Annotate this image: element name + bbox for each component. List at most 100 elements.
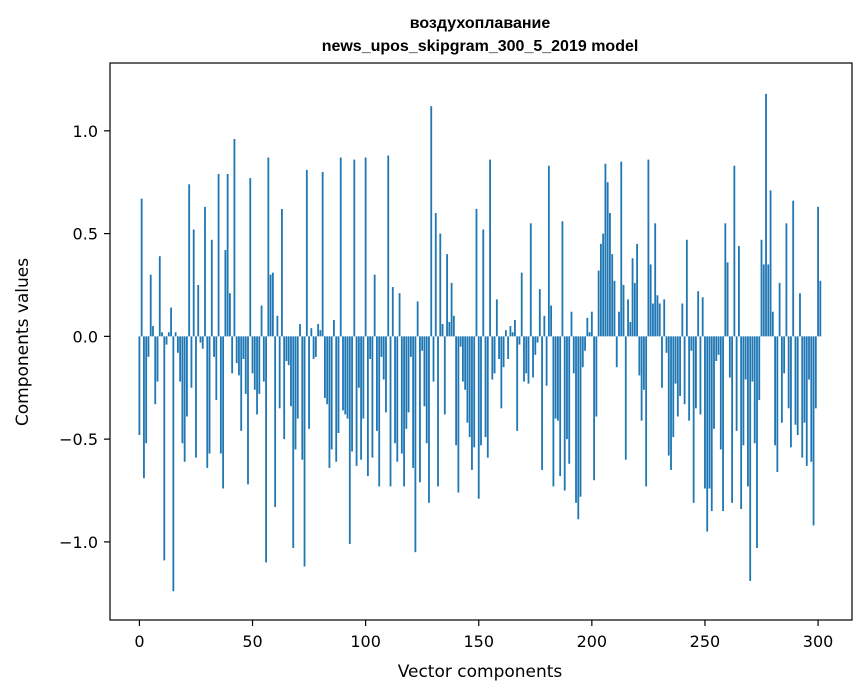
bar-component-210: [613, 280, 616, 337]
bar-component-144: [464, 336, 467, 390]
bar-component-274: [758, 336, 761, 401]
y-axis-label: Components values: [13, 258, 33, 426]
bar-component-287: [787, 336, 790, 409]
bar-component-91: [344, 336, 347, 415]
bar-component-229: [656, 295, 659, 337]
bar-component-99: [362, 336, 365, 419]
bar-component-173: [529, 223, 532, 337]
bar-component-89: [339, 157, 342, 337]
bar-component-138: [450, 282, 453, 337]
bar-component-150: [477, 336, 480, 499]
bar-component-165: [511, 332, 514, 337]
bar-component-247: [697, 291, 700, 337]
bar-component-202: [595, 336, 598, 417]
bar-component-218: [631, 258, 634, 337]
bar-component-179: [543, 315, 546, 337]
bar-component-29: [204, 206, 206, 337]
bar-component-103: [371, 336, 374, 458]
bar-component-221: [638, 336, 641, 376]
bar-component-214: [622, 284, 625, 337]
bar-component-84: [328, 336, 331, 468]
x-tick-label: 100: [350, 632, 381, 651]
bar-component-185: [557, 336, 559, 421]
bar-component-217: [629, 321, 632, 337]
bar-component-18: [179, 336, 182, 382]
bar-component-82: [324, 336, 326, 399]
bar-component-69: [294, 336, 297, 450]
bar-component-111: [389, 336, 392, 487]
bar-component-107: [380, 336, 383, 357]
bar-component-161: [502, 336, 505, 368]
bar-component-36: [219, 336, 222, 454]
bar-component-243: [688, 336, 691, 421]
bar-component-285: [783, 336, 786, 374]
bar-component-25: [195, 336, 197, 458]
bar-component-281: [774, 336, 776, 446]
bar-component-66: [287, 336, 290, 366]
bar-component-90: [342, 336, 344, 411]
bar-component-48: [247, 336, 249, 485]
bar-component-277: [765, 93, 767, 337]
bar-component-268: [744, 336, 747, 380]
bar-component-20: [183, 336, 186, 462]
bar-component-92: [346, 336, 349, 419]
bar-component-292: [799, 293, 801, 337]
bar-component-168: [518, 336, 521, 345]
bar-component-222: [640, 336, 643, 421]
bar-component-234: [667, 336, 670, 456]
bar-component-45: [240, 336, 243, 431]
bar-component-115: [398, 293, 401, 337]
bar-component-156: [491, 336, 494, 380]
bar-component-2: [143, 336, 145, 479]
bar-component-230: [658, 303, 661, 337]
bar-component-133: [439, 233, 442, 337]
bar-component-190: [568, 336, 571, 464]
bar-component-171: [525, 336, 528, 374]
bar-component-269: [747, 336, 749, 487]
bar-component-152: [482, 229, 485, 337]
bar-component-262: [731, 336, 734, 503]
bar-component-101: [366, 336, 369, 477]
bar-component-151: [480, 336, 482, 446]
bar-component-271: [751, 336, 754, 382]
bar-component-24: [192, 229, 195, 337]
bar-component-251: [706, 336, 709, 532]
bar-component-117: [403, 336, 405, 487]
chart-title-line-1: воздухоплавание: [410, 15, 551, 32]
bar-component-109: [385, 336, 387, 413]
bar-component-286: [785, 223, 788, 337]
bar-component-270: [749, 336, 752, 581]
bar-component-296: [808, 336, 810, 380]
bar-component-62: [278, 336, 281, 409]
bar-component-163: [507, 336, 510, 359]
bar-component-238: [676, 336, 679, 417]
bar-component-267: [742, 336, 745, 446]
bar-component-184: [554, 336, 557, 419]
bar-component-266: [740, 336, 743, 510]
bar-component-254: [713, 336, 715, 429]
bar-component-23: [190, 336, 193, 388]
bar-component-293: [801, 336, 804, 458]
bar-component-257: [719, 336, 722, 450]
bar-component-283: [778, 282, 781, 337]
bar-component-284: [780, 336, 783, 423]
bar-component-298: [812, 336, 815, 526]
bar-component-41: [231, 336, 234, 374]
x-tick-label: 200: [577, 632, 608, 651]
bar-component-260: [726, 262, 729, 337]
bar-component-64: [283, 336, 286, 440]
bar-component-49: [249, 178, 252, 337]
bar-component-125: [421, 336, 424, 351]
bar-component-121: [412, 336, 415, 468]
bar-component-95: [353, 159, 356, 337]
x-tick-label: 0: [134, 632, 144, 651]
bar-component-209: [611, 254, 614, 337]
bar-series: [138, 93, 822, 592]
bar-component-46: [242, 336, 245, 359]
bar-component-12: [165, 336, 168, 345]
bar-component-44: [238, 336, 240, 376]
bar-component-72: [301, 336, 304, 460]
bar-component-187: [561, 221, 564, 337]
bar-component-21: [186, 336, 188, 417]
y-tick-label: 0.0: [73, 327, 98, 346]
